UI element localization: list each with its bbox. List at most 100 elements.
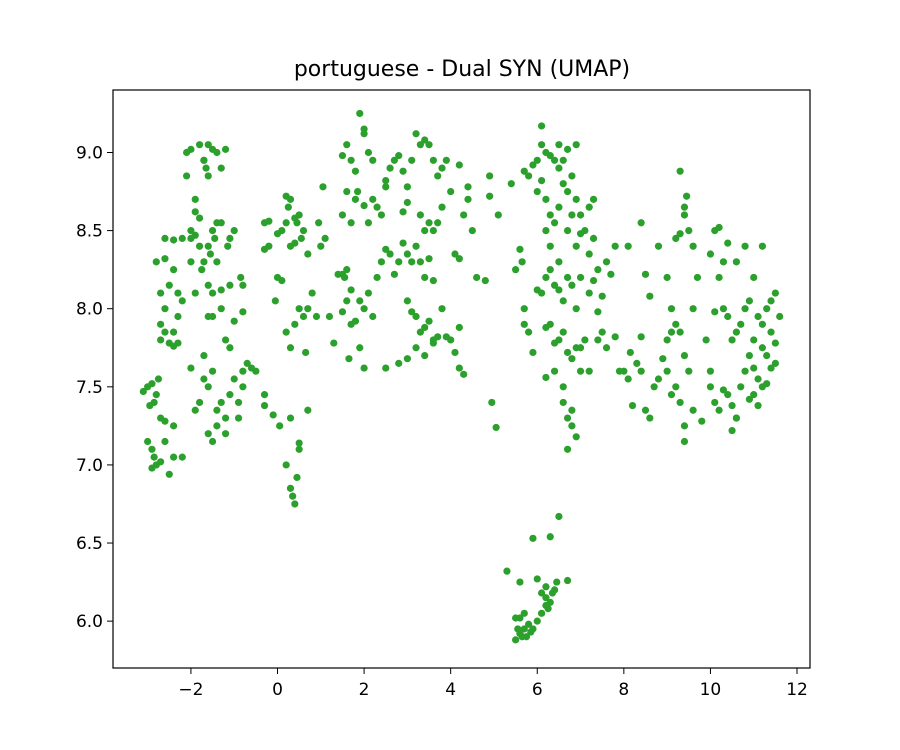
scatter-point xyxy=(711,398,719,407)
scatter-point xyxy=(533,575,541,583)
scatter-point xyxy=(382,364,390,372)
y-tick-label: 8.5 xyxy=(76,222,103,242)
scatter-point xyxy=(330,339,338,347)
scatter-point xyxy=(291,500,299,508)
scatter-point xyxy=(191,208,199,216)
scatter-point xyxy=(745,351,753,360)
scatter-point xyxy=(174,312,182,321)
scatter-point xyxy=(144,437,152,446)
scatter-point xyxy=(178,234,186,243)
scatter-point xyxy=(351,317,360,325)
scatter-point xyxy=(161,437,169,446)
chart-title: portuguese - Dual SYN (UMAP) xyxy=(294,57,630,82)
scatter-point xyxy=(533,617,541,625)
scatter-point xyxy=(602,344,611,352)
scatter-point xyxy=(620,367,628,375)
scatter-point xyxy=(412,312,420,321)
scatter-point xyxy=(161,417,169,425)
scatter-point xyxy=(486,172,494,180)
scatter-point xyxy=(161,234,169,243)
scatter-point xyxy=(282,328,290,336)
scatter-point xyxy=(672,383,680,391)
scatter-point xyxy=(399,167,407,175)
x-tick-label: 4 xyxy=(445,680,456,700)
scatter-point xyxy=(295,439,303,447)
scatter-point xyxy=(641,270,650,278)
scatter-point xyxy=(624,242,632,250)
scatter-point xyxy=(347,219,355,227)
scatter-point xyxy=(217,305,225,313)
scatter-point xyxy=(347,156,355,164)
scatter-point xyxy=(525,328,533,336)
scatter-point xyxy=(492,423,500,432)
scatter-point xyxy=(284,203,292,211)
scatter-point xyxy=(503,567,511,575)
scatter-point xyxy=(706,250,715,258)
scatter-point xyxy=(226,391,234,399)
scatter-point xyxy=(754,312,762,321)
scatter-point xyxy=(576,230,585,238)
scatter-point xyxy=(563,226,572,235)
scatter-point xyxy=(178,297,186,305)
scatter-point xyxy=(434,172,442,180)
scatter-point xyxy=(542,226,550,235)
scatter-point xyxy=(429,276,437,285)
scatter-point xyxy=(486,192,494,200)
scatter-point xyxy=(522,633,531,641)
scatter-point xyxy=(594,308,602,316)
scatter-point xyxy=(520,625,528,633)
scatter-point xyxy=(563,273,572,282)
y-tick-label: 9.0 xyxy=(76,143,103,163)
scatter-point xyxy=(702,336,710,344)
scatter-point xyxy=(650,383,658,391)
scatter-point xyxy=(555,258,563,266)
scatter-point xyxy=(182,172,191,180)
scatter-point xyxy=(291,320,299,328)
scatter-point xyxy=(299,312,308,321)
scatter-point xyxy=(683,192,691,200)
scatter-point xyxy=(345,355,353,363)
scatter-point xyxy=(204,312,212,321)
scatter-point xyxy=(304,250,312,258)
scatter-point xyxy=(206,250,215,258)
scatter-point xyxy=(568,422,576,430)
scatter-point xyxy=(572,141,580,149)
scatter-point xyxy=(338,211,347,219)
scatter-point xyxy=(550,219,559,227)
scatter-point xyxy=(260,401,269,410)
scatter-point xyxy=(732,328,741,336)
scatter-point xyxy=(672,320,680,328)
scatter-point xyxy=(148,445,156,453)
scatter-point xyxy=(741,242,749,250)
scatter-point xyxy=(213,148,221,157)
scatter-point xyxy=(364,148,373,157)
scatter-point xyxy=(438,305,446,313)
scatter-point xyxy=(198,266,206,274)
scatter-point xyxy=(195,242,204,250)
scatter-point xyxy=(386,164,394,172)
scatter-point xyxy=(637,219,645,227)
scatter-point xyxy=(550,156,559,164)
scatter-point xyxy=(719,258,728,266)
scatter-point xyxy=(150,453,158,461)
scatter-point xyxy=(217,398,225,407)
scatter-point xyxy=(297,234,305,243)
scatter-point xyxy=(390,270,398,278)
scatter-point xyxy=(174,339,182,347)
scatter-point xyxy=(204,281,212,289)
scatter-point xyxy=(537,609,546,617)
scatter-point xyxy=(589,234,598,243)
scatter-point xyxy=(191,406,199,414)
scatter-point xyxy=(195,214,204,222)
scatter-point xyxy=(224,242,232,250)
scatter-point xyxy=(546,266,554,274)
scatter-point xyxy=(542,583,550,591)
scatter-point xyxy=(754,401,762,410)
scatter-point xyxy=(191,289,199,297)
scatter-point xyxy=(758,320,766,328)
scatter-point xyxy=(758,242,766,250)
scatter-point xyxy=(576,344,585,352)
scatter-point xyxy=(537,289,546,297)
scatter-point xyxy=(646,414,654,422)
scatter-point xyxy=(542,273,550,282)
